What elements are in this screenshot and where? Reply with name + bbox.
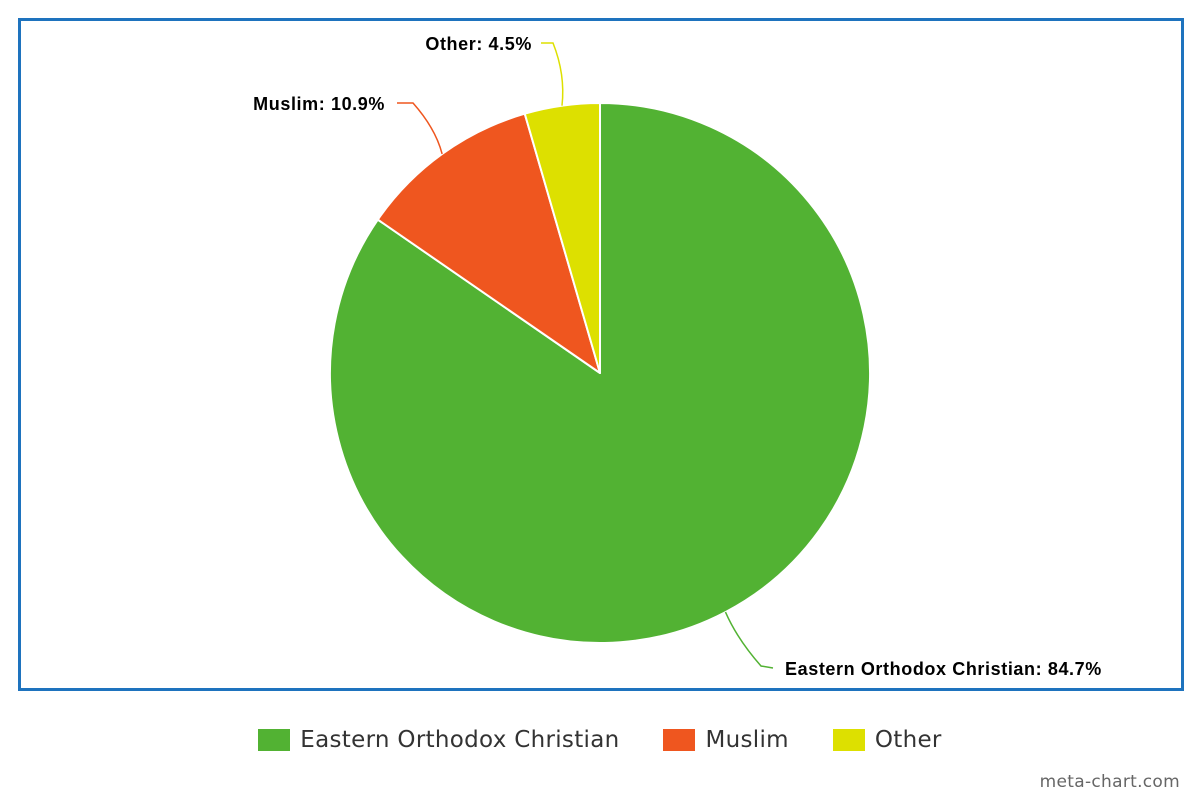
- data-label-other: Other: 4.5%: [425, 34, 532, 54]
- connector-muslim: [397, 102, 443, 155]
- connector-eastern-orthodox-christian: [724, 611, 774, 669]
- legend-label: Eastern Orthodox Christian: [300, 727, 620, 753]
- legend-label: Muslim: [705, 727, 789, 753]
- connector-other: [541, 42, 564, 106]
- data-label-muslim: Muslim: 10.9%: [253, 94, 385, 114]
- legend: Eastern Orthodox Christian Muslim Other: [0, 722, 1200, 758]
- pie-slice-muslim: [376, 112, 601, 374]
- chart-frame: Eastern Orthodox Christian: 84.7% Muslim:…: [18, 18, 1184, 691]
- data-label-eastern-orthodox-christian: Eastern Orthodox Christian: 84.7%: [785, 659, 1102, 679]
- legend-swatch: [832, 729, 865, 751]
- watermark: meta-chart.com: [1039, 772, 1180, 792]
- legend-item-other[interactable]: Other: [832, 727, 942, 753]
- legend-item-eastern-orthodox-christian[interactable]: Eastern Orthodox Christian: [258, 727, 619, 753]
- legend-swatch: [663, 729, 696, 751]
- legend-label: Other: [874, 727, 942, 753]
- legend-swatch: [258, 729, 291, 751]
- legend-item-muslim[interactable]: Muslim: [663, 727, 789, 753]
- pie-chart: Eastern Orthodox Christian: 84.7% Muslim:…: [253, 34, 1102, 679]
